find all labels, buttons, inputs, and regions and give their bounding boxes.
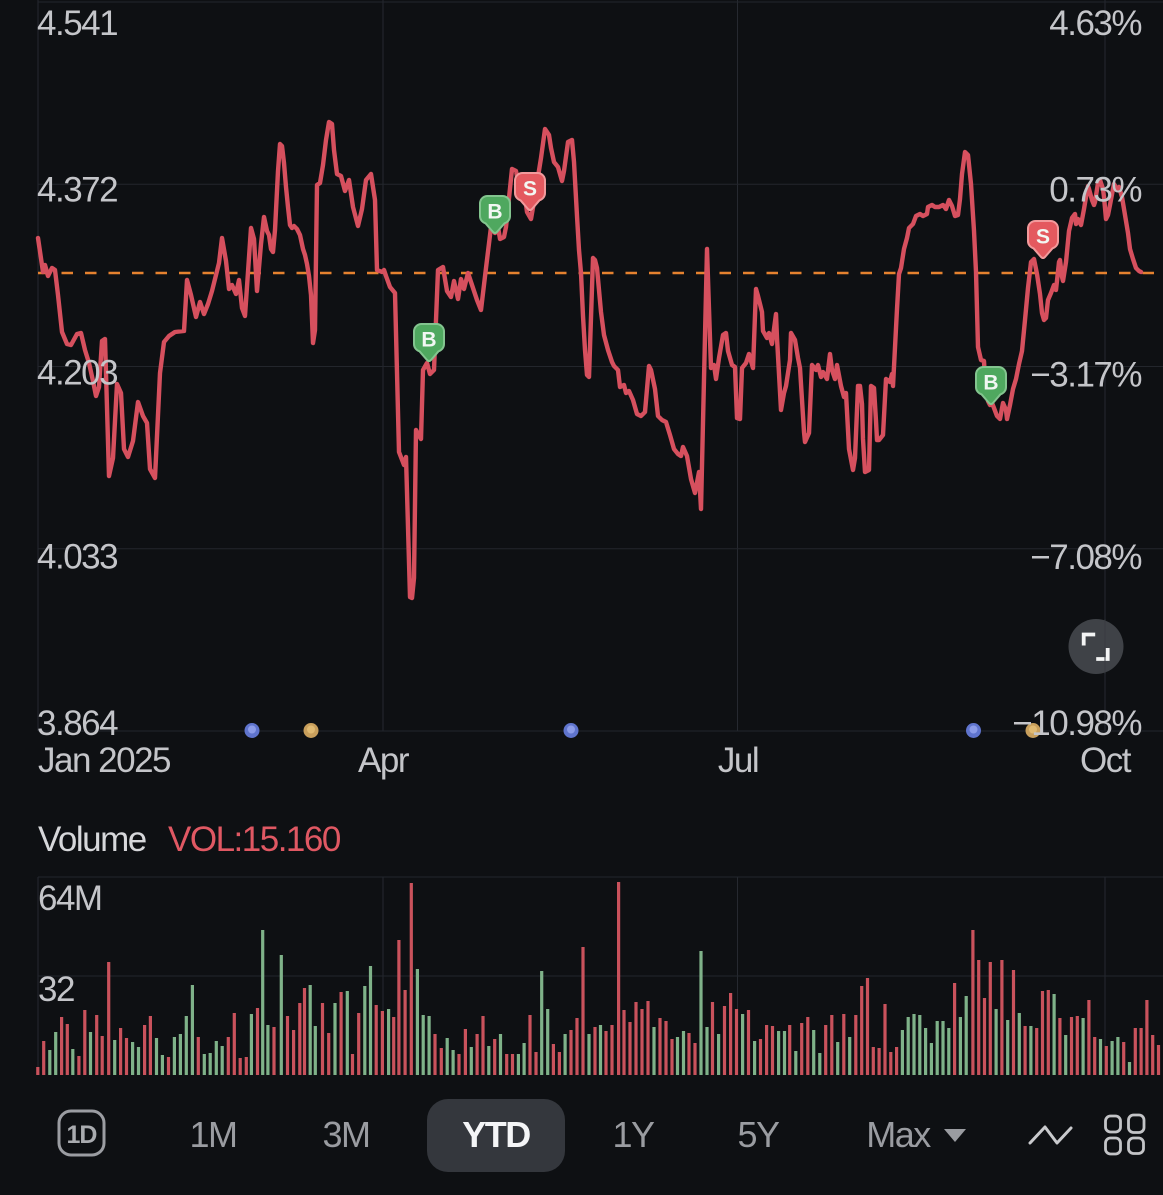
svg-text:B: B bbox=[421, 329, 436, 352]
svg-text:5Y: 5Y bbox=[737, 1114, 780, 1155]
svg-text:1M: 1M bbox=[189, 1114, 236, 1155]
svg-text:64M: 64M bbox=[38, 879, 102, 918]
svg-text:3M: 3M bbox=[322, 1114, 369, 1155]
svg-text:S: S bbox=[523, 178, 537, 201]
svg-text:−10.98%: −10.98% bbox=[1012, 704, 1141, 743]
svg-text:Max: Max bbox=[866, 1114, 931, 1155]
svg-text:1D: 1D bbox=[67, 1121, 97, 1149]
svg-text:Jul: Jul bbox=[718, 741, 758, 780]
svg-text:4.203: 4.203 bbox=[37, 354, 117, 393]
svg-text:Volume: Volume bbox=[38, 820, 146, 859]
svg-text:4.541: 4.541 bbox=[37, 4, 117, 43]
svg-text:YTD: YTD bbox=[462, 1114, 530, 1155]
svg-text:B: B bbox=[983, 372, 998, 395]
svg-text:4.63%: 4.63% bbox=[1049, 4, 1141, 43]
svg-text:4.372: 4.372 bbox=[37, 171, 117, 210]
svg-text:Oct: Oct bbox=[1080, 741, 1132, 780]
svg-text:3.864: 3.864 bbox=[37, 704, 118, 743]
svg-text:1Y: 1Y bbox=[612, 1114, 655, 1155]
svg-text:VOL:15.160: VOL:15.160 bbox=[168, 820, 341, 859]
svg-text:0.73%: 0.73% bbox=[1049, 171, 1141, 210]
svg-text:−3.17%: −3.17% bbox=[1030, 356, 1141, 395]
svg-text:B: B bbox=[487, 201, 502, 224]
svg-text:−7.08%: −7.08% bbox=[1030, 538, 1141, 577]
svg-text:S: S bbox=[1036, 226, 1050, 249]
svg-text:32: 32 bbox=[38, 970, 74, 1009]
svg-text:Apr: Apr bbox=[358, 741, 410, 780]
svg-text:Jan 2025: Jan 2025 bbox=[38, 741, 170, 780]
svg-text:4.033: 4.033 bbox=[37, 538, 117, 577]
